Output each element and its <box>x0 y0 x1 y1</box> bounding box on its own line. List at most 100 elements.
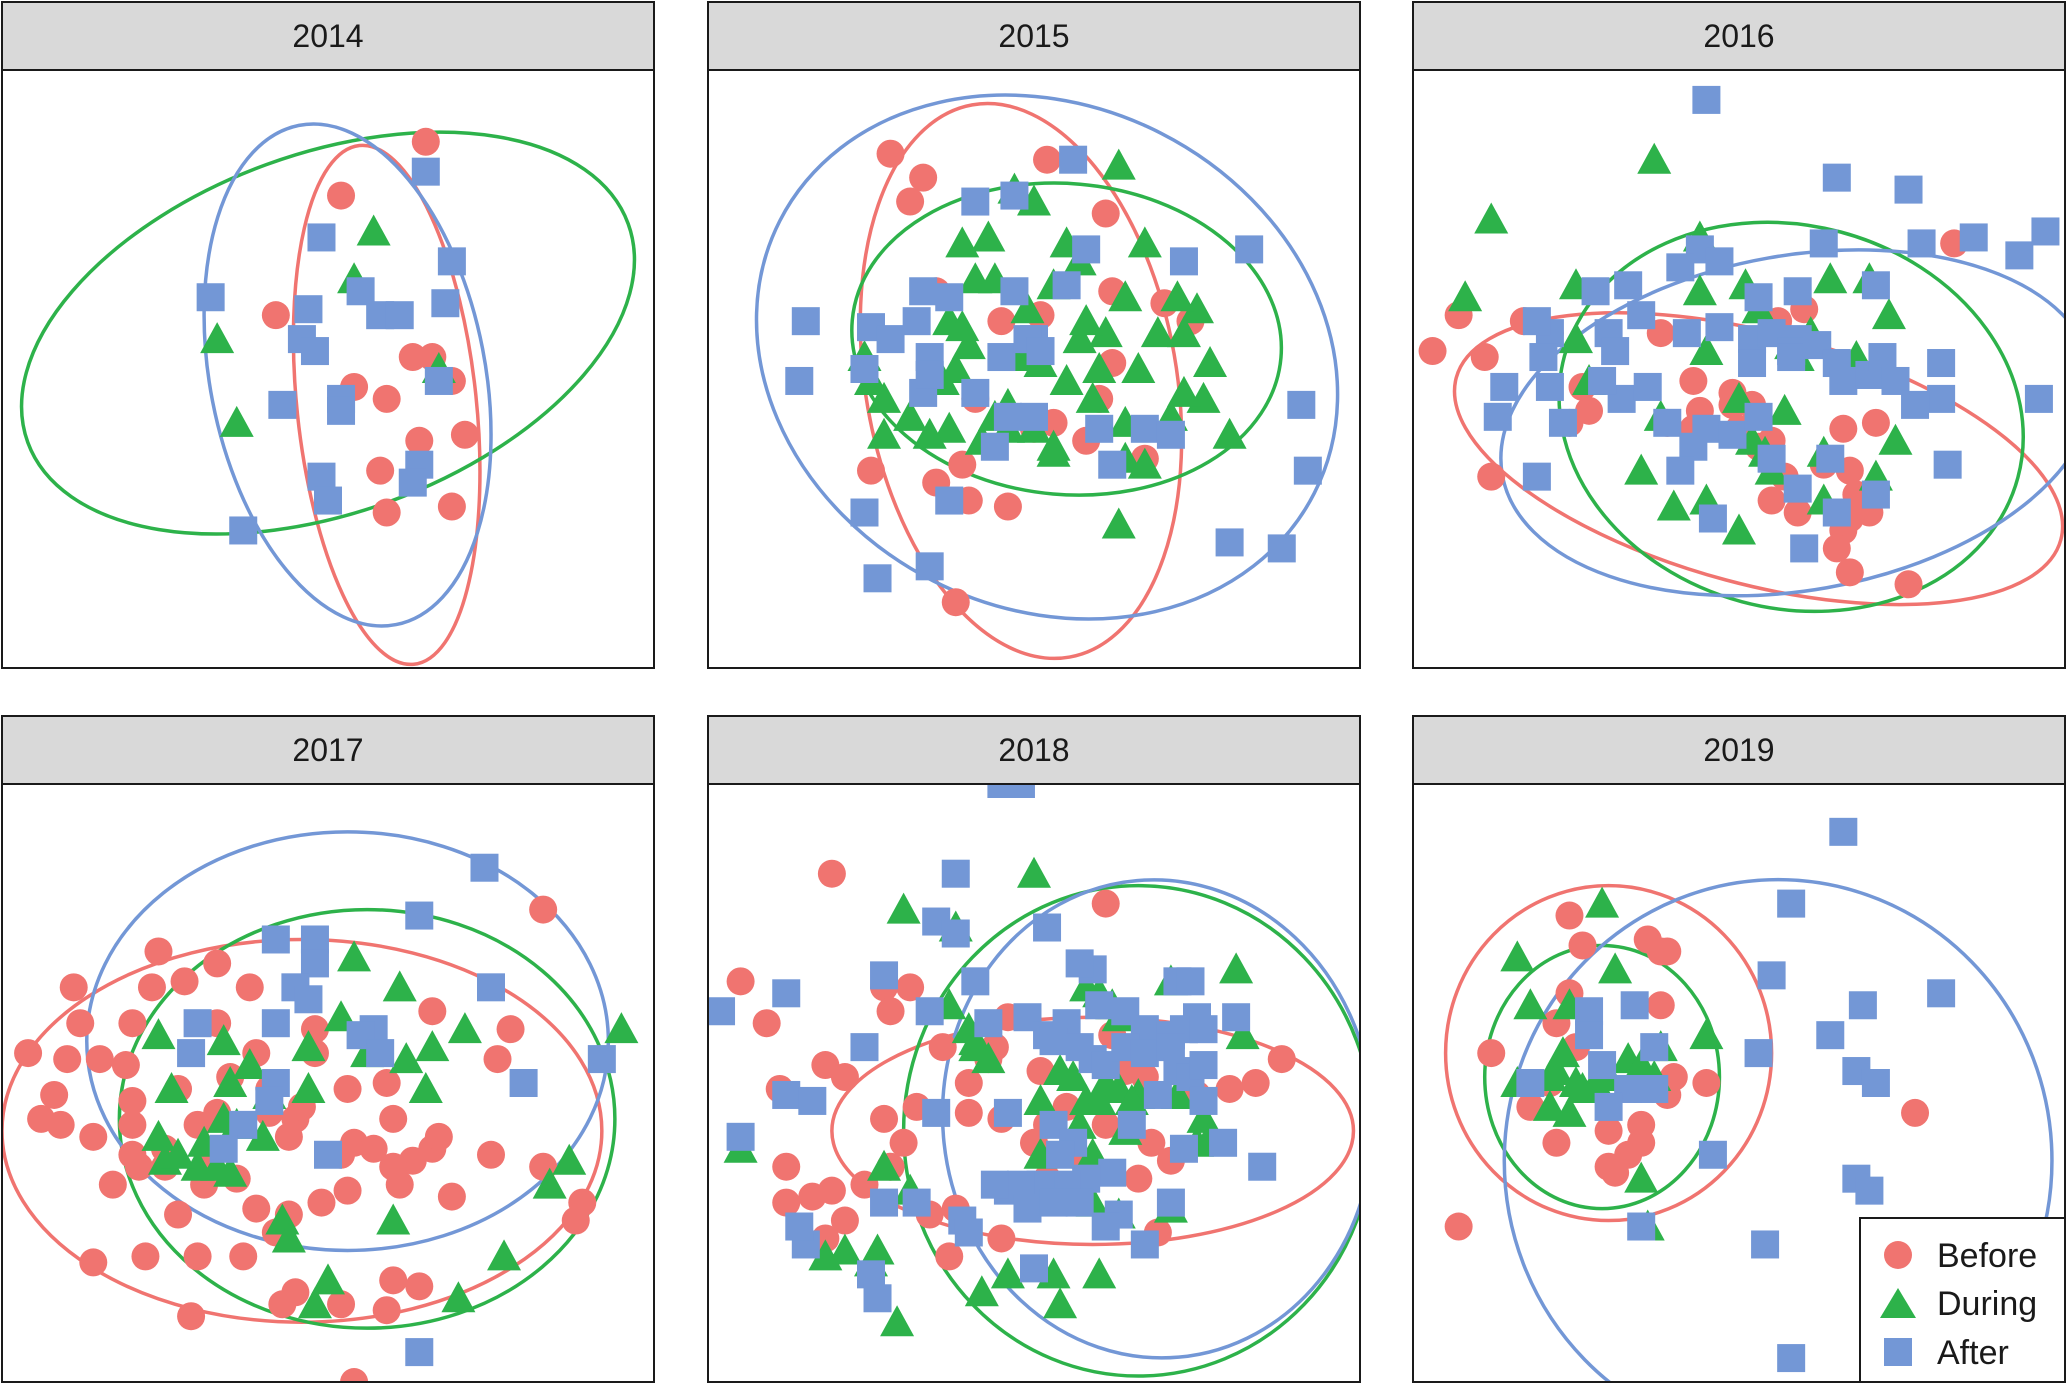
point-during-2015-19 <box>1082 352 1117 383</box>
point-after-2015-8 <box>791 307 820 336</box>
point-during-2015-4 <box>971 220 1006 252</box>
point-after-2018-25 <box>1189 1015 1218 1044</box>
point-after-2015-22 <box>1156 420 1185 449</box>
point-before-2016-27 <box>1822 534 1851 563</box>
point-after-2016-32 <box>1881 366 1910 395</box>
point-after-2017-17 <box>587 1045 616 1074</box>
point-during-2017-7 <box>206 1024 241 1056</box>
point-after-2017-8 <box>183 1009 212 1038</box>
point-before-2018-5 <box>896 973 925 1002</box>
point-after-2018-58 <box>1013 1194 1042 1223</box>
point-after-2016-49 <box>1633 372 1662 401</box>
point-after-2017-19 <box>314 1140 342 1169</box>
legend-during-marker <box>1880 1288 1916 1318</box>
point-after-2015-5 <box>1169 247 1198 276</box>
point-during-2016-18 <box>1767 393 1802 425</box>
point-after-2017-6 <box>294 985 323 1014</box>
point-before-2017-74 <box>170 967 199 996</box>
panel-content-2016 <box>1418 85 2065 614</box>
point-after-2016-53 <box>1718 420 1747 449</box>
point-before-2017-18 <box>118 1086 147 1115</box>
point-before-2018-1 <box>817 859 846 888</box>
point-during-2019-15 <box>1624 1048 1659 1080</box>
point-after-2015-1 <box>961 187 990 216</box>
point-after-2016-42 <box>1783 474 1812 503</box>
legend: Before During After <box>1859 1217 2066 1383</box>
point-after-2018-27 <box>1039 1027 1068 1056</box>
point-during-2017-18 <box>141 1119 176 1151</box>
point-during-2018-31 <box>1082 1083 1117 1115</box>
point-after-2014-2 <box>437 247 466 276</box>
point-during-2017-1 <box>382 970 417 1002</box>
point-after-2018-13 <box>772 979 801 1008</box>
point-after-2016-7 <box>1705 247 1734 276</box>
point-before-2016-31 <box>1679 366 1708 395</box>
point-after-2016-14 <box>1627 301 1656 330</box>
panel-content-2018 <box>708 784 1360 1378</box>
point-during-2014-4 <box>219 405 254 437</box>
point-after-2017-4 <box>300 949 329 978</box>
point-during-2016-4 <box>1682 274 1717 306</box>
panel-strip-2019 <box>1412 715 2066 785</box>
point-after-2018-4 <box>941 919 970 948</box>
point-during-2014-1 <box>356 214 391 246</box>
legend-after-marker <box>1884 1338 1912 1366</box>
panel-title-2015: 2015 <box>998 18 1069 54</box>
point-before-2017-51 <box>568 1188 597 1217</box>
point-after-2015-31 <box>1293 456 1322 485</box>
point-during-2015-36 <box>1127 447 1162 479</box>
point-before-2014-7 <box>372 384 401 413</box>
point-after-2014-5 <box>431 289 460 318</box>
point-after-2016-59 <box>1529 343 1558 372</box>
point-before-2017-12 <box>85 1045 114 1074</box>
point-during-2017-26 <box>532 1167 567 1199</box>
point-during-2017-16 <box>154 1071 189 1103</box>
point-during-2017-2 <box>604 1012 639 1044</box>
point-during-2015-20 <box>1140 316 1175 348</box>
point-before-2019-23 <box>1444 1212 1473 1241</box>
panel-title-2014: 2014 <box>292 18 363 54</box>
point-after-2018-47 <box>726 1122 755 1151</box>
point-during-2015-39 <box>867 417 902 449</box>
point-after-2019-16 <box>1627 1212 1656 1241</box>
ellipse-after-2014 <box>202 122 493 628</box>
point-after-2016-1 <box>1822 163 1851 192</box>
point-before-2017-10 <box>14 1039 43 1068</box>
panel-title-2018: 2018 <box>998 732 1069 768</box>
ellipse-after-2015 <box>754 93 1340 621</box>
point-before-2017-34 <box>385 1170 414 1199</box>
point-during-2017-32 <box>161 1137 196 1169</box>
point-before-2016-36 <box>1470 343 1499 372</box>
point-before-2017-41 <box>131 1242 160 1271</box>
point-after-2018-50 <box>1098 1158 1127 1187</box>
point-after-2016-24 <box>1601 337 1630 366</box>
point-after-2018-37 <box>1189 1086 1218 1115</box>
point-after-2014-13 <box>268 390 297 419</box>
point-before-2017-15 <box>118 1110 147 1139</box>
point-after-2019-4 <box>1848 991 1877 1020</box>
point-after-2019-19 <box>1575 997 1604 1026</box>
point-after-2017-13 <box>366 1039 395 1068</box>
ellipse-after-2019 <box>1502 878 2054 1382</box>
point-before-2017-57 <box>40 1080 69 1109</box>
point-before-2016-30 <box>1835 558 1864 587</box>
point-after-2016-26 <box>1777 343 1806 372</box>
point-before-2018-2 <box>726 967 755 996</box>
point-before-2017-49 <box>437 1182 466 1211</box>
panel-2014: 2014 <box>1 1 655 669</box>
point-before-2018-0 <box>1091 889 1120 918</box>
point-during-2018-42 <box>1082 1257 1117 1289</box>
point-before-2017-11 <box>53 1045 82 1074</box>
point-during-2017-5 <box>291 1030 326 1062</box>
point-before-2014-12 <box>372 498 401 527</box>
point-during-2015-43 <box>893 399 928 431</box>
point-after-2017-18 <box>229 1110 258 1139</box>
panel-border-2018 <box>707 783 1361 1383</box>
point-after-2018-73 <box>1039 1188 1068 1217</box>
point-during-2016-5 <box>1813 262 1848 294</box>
point-during-2015-27 <box>1166 316 1201 348</box>
point-after-2018-62 <box>954 1218 983 1247</box>
point-after-2016-60 <box>1698 504 1727 533</box>
point-before-2017-62 <box>405 1272 434 1301</box>
point-after-2015-21 <box>1130 414 1159 443</box>
